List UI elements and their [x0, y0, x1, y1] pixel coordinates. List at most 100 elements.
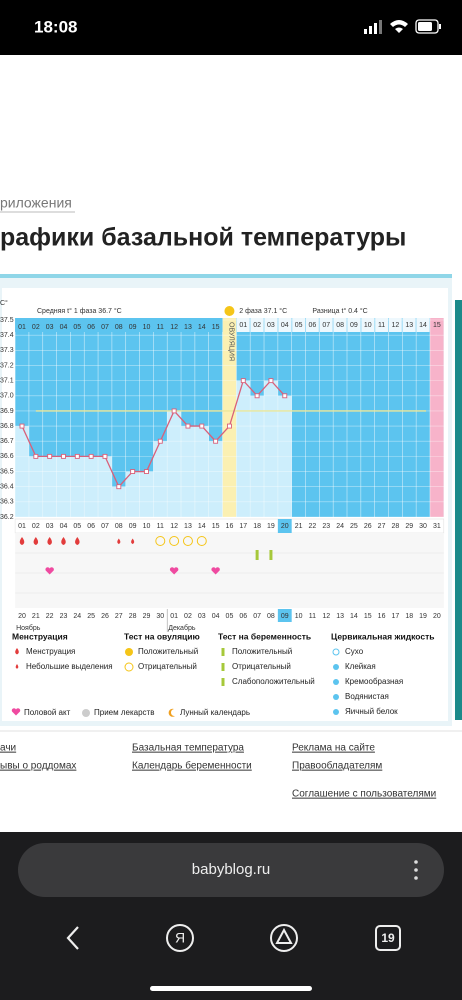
url-pill[interactable] — [18, 843, 444, 897]
temperature-point — [88, 453, 94, 459]
top-day-label: 13 — [184, 324, 192, 331]
x-tick-label: 04 — [60, 523, 68, 530]
status-icons — [364, 19, 441, 34]
ovulation-column — [222, 318, 237, 517]
page-title: рафики базальной температуры — [0, 224, 406, 252]
ovulation-test-icon — [196, 536, 207, 546]
footer-link[interactable]: Календарь беременности — [132, 760, 252, 772]
drop-icon — [75, 537, 80, 545]
date-label: 11 — [309, 613, 316, 620]
post-ovulation-cell — [278, 318, 292, 332]
temperature-bar — [208, 441, 223, 517]
date-label: 20 — [18, 613, 26, 620]
yandex-button[interactable] — [166, 924, 194, 952]
url[interactable]: babyblog.ru — [192, 861, 270, 878]
top-day-label: 15 — [212, 324, 220, 331]
x-tick-label: 16 — [226, 523, 234, 530]
y-tick-label: 36.3 — [0, 499, 14, 506]
y-tick-label: 37.4 — [0, 332, 14, 339]
post-ovulation-day: 14 — [419, 322, 427, 329]
x-tick-label: 09 — [129, 523, 137, 530]
legend-item: Менструация — [26, 647, 75, 656]
x-tick-label: 12 — [170, 523, 178, 530]
x-tick-label: 13 — [184, 523, 192, 530]
phase2-label: 2 фаза 37.1 °C — [239, 307, 287, 315]
drop-icon — [19, 537, 25, 545]
legend-item: Положительный — [232, 647, 292, 656]
footer-link[interactable]: Правообладателям — [292, 760, 382, 772]
drop-icon — [15, 664, 19, 669]
legend-icon — [333, 709, 339, 715]
post-ovulation-cell — [361, 318, 375, 332]
temperature-point — [268, 378, 274, 384]
temperature-bar — [264, 380, 278, 517]
post-ovulation-day: 15 — [433, 322, 441, 329]
top-day-label: 11 — [157, 324, 164, 331]
yandex-icon: Я — [175, 930, 185, 946]
footer-link[interactable]: Базальная температура — [132, 743, 244, 754]
heart-icon — [211, 567, 220, 575]
date-label: 20 — [433, 613, 441, 620]
legend-icon — [333, 694, 339, 700]
x-tick-label: 23 — [322, 523, 330, 530]
top-day-label: 05 — [73, 324, 81, 331]
date-label: 02 — [184, 613, 192, 620]
breadcrumb[interactable]: риложения — [0, 195, 72, 211]
temperature-point — [185, 423, 191, 429]
temperature-bar — [167, 410, 182, 517]
post-ovulation-cell — [416, 318, 430, 332]
y-tick-label: 37.1 — [0, 377, 14, 384]
legend-item: Сухо — [345, 647, 364, 656]
x-tick-label: 18 — [253, 523, 261, 530]
date-label: 30 — [156, 613, 164, 620]
temperature-point — [33, 453, 39, 459]
top-day-label: 03 — [46, 324, 54, 331]
y-tick-label: 36.4 — [0, 484, 14, 491]
legend-title: Цервикальная жидкость — [331, 631, 434, 641]
pregnancy-test-icon — [269, 550, 273, 560]
footer-link[interactable]: Реклама на сайте — [292, 743, 375, 754]
post-ovulation-day: 02 — [253, 322, 261, 329]
tabs-button[interactable] — [375, 925, 401, 951]
x-tick-label: 26 — [364, 523, 372, 530]
x-tick-label: 27 — [378, 523, 386, 530]
heart-icon — [11, 708, 21, 716]
y-tick-label: 36.7 — [0, 438, 14, 445]
legend-icon — [333, 664, 339, 670]
date-label: 12 — [322, 613, 330, 620]
back-button[interactable] — [66, 926, 79, 950]
x-tick-label: 14 — [198, 523, 206, 530]
date-label: 10 — [295, 613, 303, 620]
chart-panel-top — [0, 274, 452, 278]
footer-link[interactable]: ывы о роддомах — [0, 761, 76, 772]
temperature-bar — [153, 441, 168, 517]
legend-title: Тест на овуляцию — [124, 631, 200, 641]
legend-item: Небольшие выделения — [26, 662, 113, 671]
ovulation-marker — [224, 306, 235, 316]
footer-link[interactable]: Соглашение с пользователями — [292, 789, 436, 800]
y-tick-label: 36.5 — [0, 468, 14, 475]
x-tick-label: 31 — [433, 523, 441, 530]
temperature-point — [240, 378, 246, 384]
symbol-area — [15, 533, 444, 608]
x-tick-label: 24 — [336, 523, 344, 530]
legend-icon — [221, 678, 225, 686]
post-ovulation-cell — [375, 318, 388, 332]
legend-item: Лунный календарь — [180, 708, 250, 717]
footer-link[interactable]: ачи — [0, 743, 16, 754]
x-tick-label: 01 — [18, 523, 26, 530]
top-day-label: 04 — [60, 324, 68, 331]
menu-button[interactable] — [414, 860, 418, 880]
legend-item: Отрицательный — [138, 662, 197, 671]
temperature-point — [199, 423, 205, 429]
date-label: 29 — [143, 613, 151, 620]
alice-button[interactable] — [270, 924, 298, 952]
drop-icon — [131, 538, 135, 545]
top-row — [15, 318, 223, 332]
y-tick-label: 37.0 — [0, 393, 14, 400]
y-tick-label: 36.8 — [0, 423, 14, 430]
ovulation-test-icon — [182, 536, 193, 546]
status-bar — [0, 0, 462, 55]
top-day-label: 07 — [101, 324, 109, 331]
